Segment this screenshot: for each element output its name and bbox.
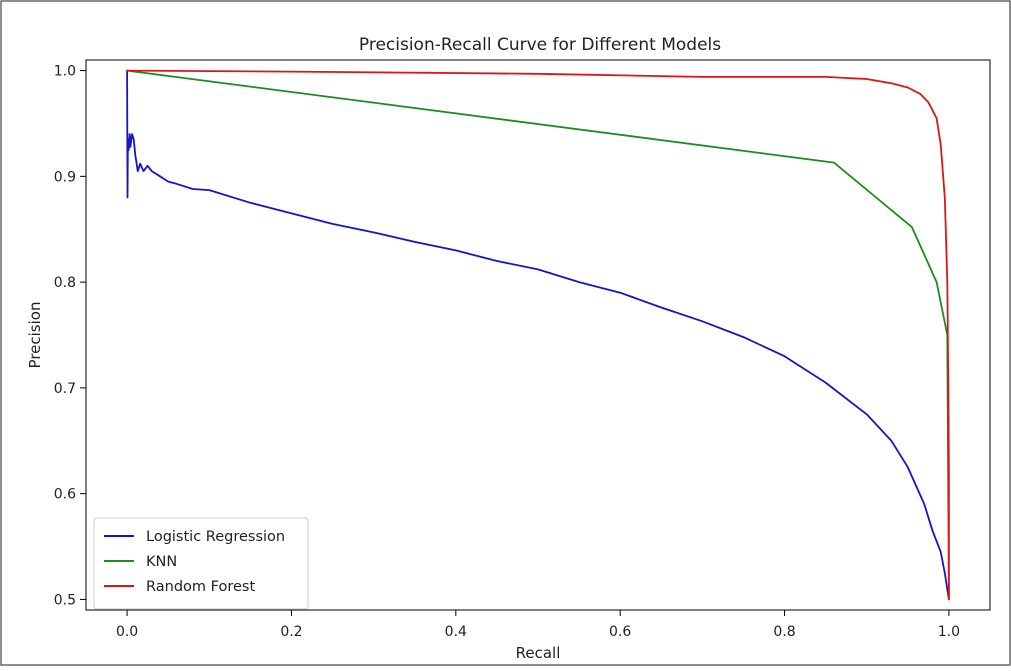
x-tick-label: 0.8 bbox=[773, 624, 795, 640]
chart-title: Precision-Recall Curve for Different Mod… bbox=[359, 35, 721, 55]
y-axis: 0.5 0.6 0.7 0.8 0.9 1.0 bbox=[54, 64, 86, 608]
legend-label-logistic-regression: Logistic Regression bbox=[146, 529, 285, 545]
y-axis-label: Precision bbox=[26, 302, 44, 369]
x-tick-label: 0.4 bbox=[445, 624, 467, 640]
y-tick-label: 0.8 bbox=[54, 275, 76, 291]
x-axis-label: Recall bbox=[516, 644, 561, 662]
y-tick-label: 0.9 bbox=[54, 169, 76, 185]
legend-frame bbox=[93, 517, 309, 610]
y-tick-label: 0.5 bbox=[54, 592, 76, 608]
y-tick-label: 1.0 bbox=[54, 64, 76, 80]
x-tick-label: 0.0 bbox=[116, 624, 138, 640]
legend-label-knn: KNN bbox=[146, 554, 177, 570]
plot-area bbox=[85, 59, 991, 611]
y-tick-label: 0.6 bbox=[54, 487, 76, 503]
series-line-random-forest bbox=[126, 69, 950, 601]
series-line-logistic-regression bbox=[126, 69, 950, 601]
y-tick-label: 0.7 bbox=[54, 381, 76, 397]
x-tick-label: 1.0 bbox=[938, 624, 960, 640]
x-axis: 0.0 0.2 0.4 0.6 0.8 1.0 bbox=[116, 610, 960, 640]
legend-label-random-forest: Random Forest bbox=[146, 579, 255, 595]
x-tick-label: 0.2 bbox=[280, 624, 302, 640]
series-layer bbox=[126, 69, 950, 601]
legend: Logistic Regression KNN Random Forest bbox=[93, 517, 309, 610]
x-tick-label: 0.6 bbox=[609, 624, 631, 640]
